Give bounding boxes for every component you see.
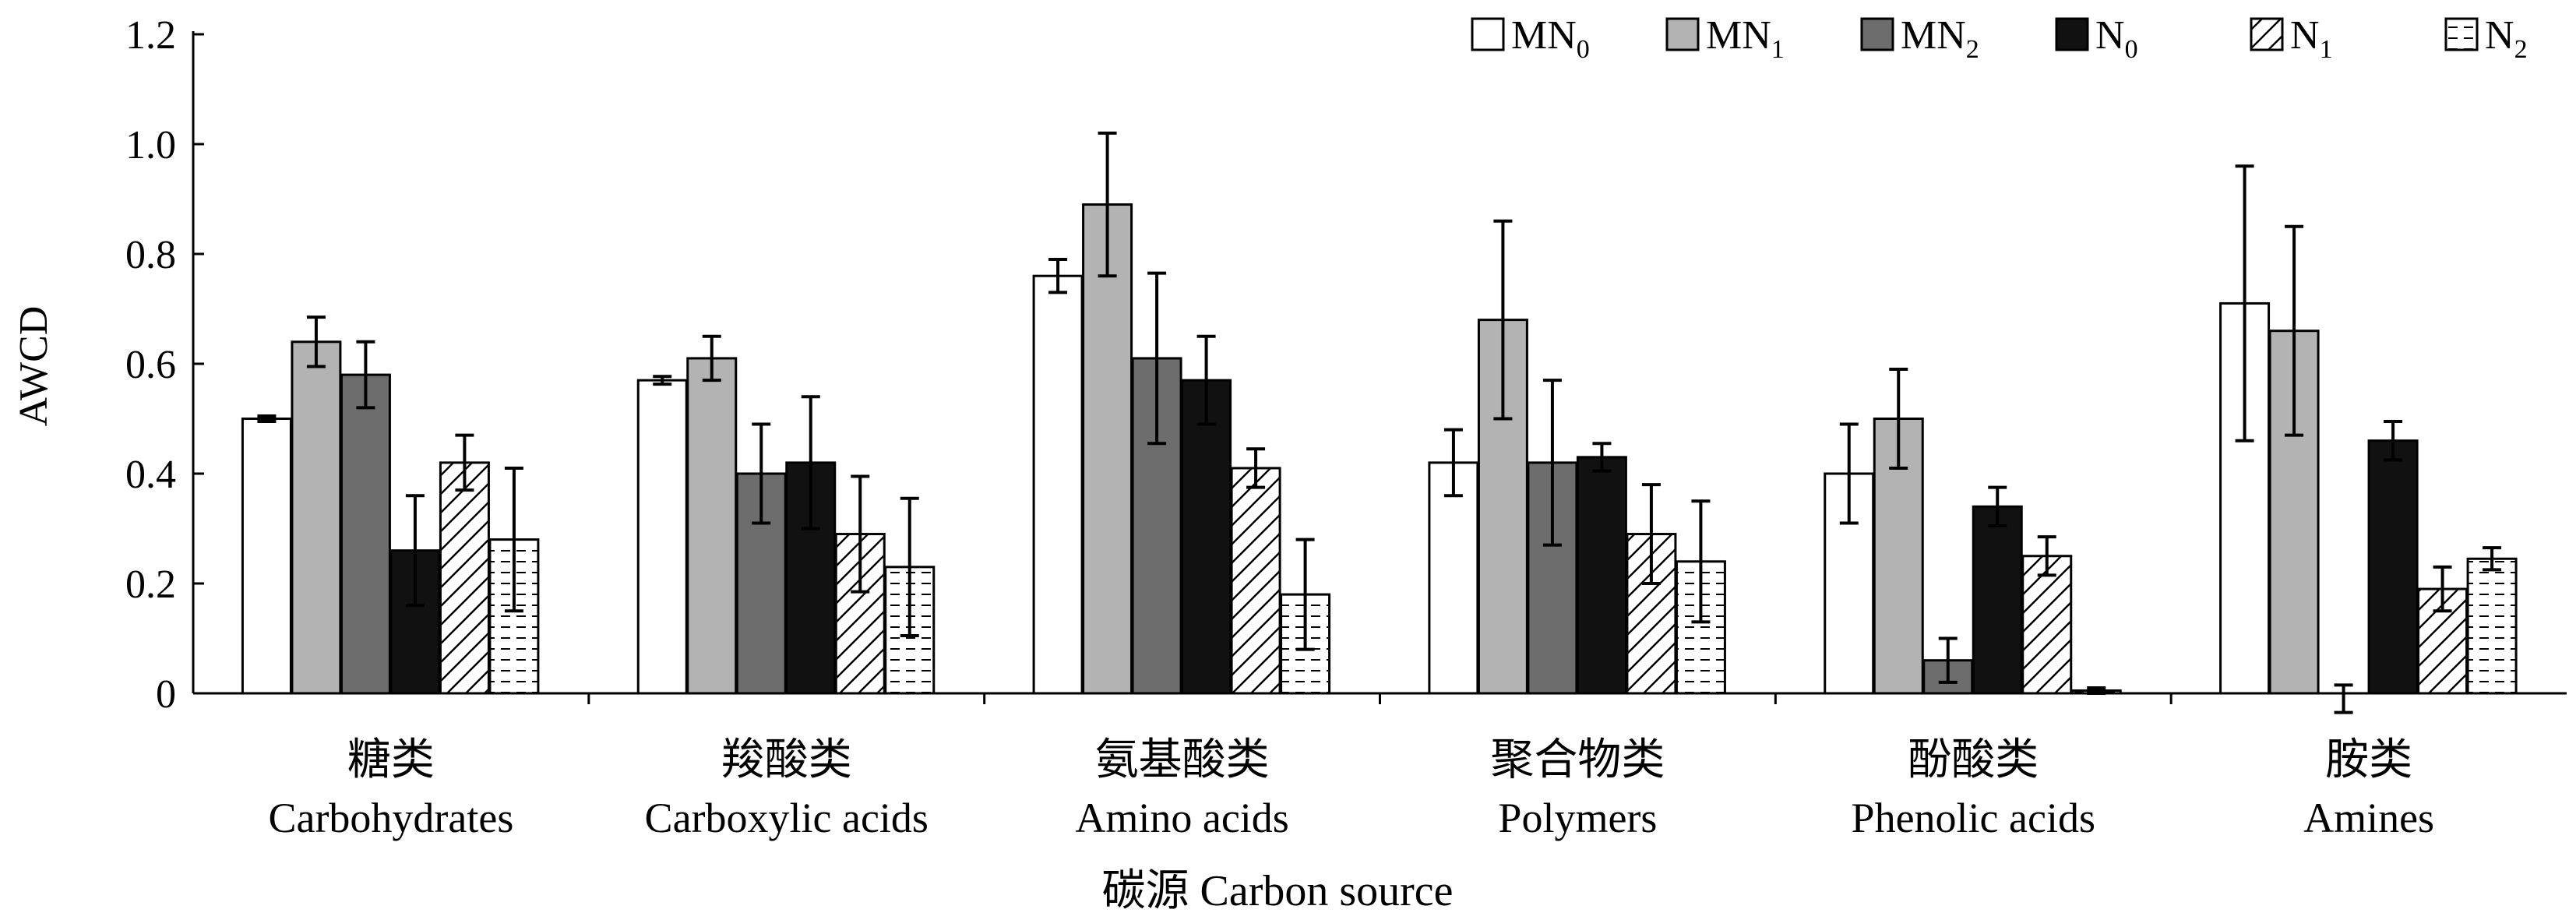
- bar: [1032, 274, 1084, 695]
- legend-label: N2: [2485, 13, 2528, 64]
- legend-swatch: [1860, 17, 1894, 51]
- bar: [2367, 439, 2419, 695]
- y-tick-label: 0.8: [125, 233, 176, 277]
- bar: [1626, 533, 1677, 695]
- category-label-en: Phenolic acids: [1852, 795, 2095, 841]
- bar: [1972, 505, 2023, 695]
- legend-swatch: [2444, 17, 2479, 51]
- y-tick-label: 0.6: [125, 343, 176, 387]
- category-label-en: Polymers: [1498, 795, 1657, 841]
- bar: [686, 357, 738, 695]
- y-tick-label: 0.2: [125, 562, 176, 607]
- y-tick-label: 1.0: [125, 123, 176, 167]
- category-label-zh: 聚合物类: [1490, 736, 1665, 784]
- category-label-zh: 羧酸类: [721, 736, 852, 784]
- x-axis-labels: 糖类 Carbohydrates 羧酸类 Carboxylic acids 氨基酸类 Am…: [268, 693, 2434, 841]
- y-tick-label: 0.4: [125, 453, 176, 497]
- bar: [2021, 555, 2073, 695]
- legend-label: N1: [2290, 13, 2333, 64]
- category-label-zh: 糖类: [347, 736, 435, 784]
- category-label-en: Amines: [2303, 795, 2434, 841]
- y-tick-label: 0: [156, 672, 176, 717]
- bar: [1428, 461, 1479, 695]
- category-label-en: Carboxylic acids: [645, 795, 929, 841]
- legend-label: MN0: [1511, 13, 1590, 64]
- legend-swatch: [2055, 17, 2089, 51]
- bar: [340, 373, 391, 695]
- category-label-zh: 酚酸类: [1908, 736, 2039, 784]
- category-label-zh: 胺类: [2325, 736, 2412, 784]
- category-label-zh: 氨基酸类: [1095, 736, 1270, 784]
- legend-swatch: [2250, 17, 2284, 51]
- bar: [1230, 467, 1281, 695]
- legend-label: MN1: [1706, 13, 1785, 64]
- y-axis-label: AWCD: [12, 306, 56, 427]
- bar: [1576, 456, 1627, 695]
- axes: [192, 31, 2567, 695]
- bar: [636, 379, 688, 695]
- bar: [1082, 203, 1133, 695]
- y-axis-ticks: 0 0.2 0.4 0.6 0.8 1.0 1.2: [125, 13, 204, 717]
- bar: [241, 418, 292, 695]
- bar: [291, 340, 342, 695]
- bar: [439, 461, 490, 695]
- bars: [241, 131, 2518, 714]
- legend-label: N0: [2095, 13, 2138, 64]
- bar: [1181, 379, 1232, 695]
- x-axis-title: 碳源 Carbon source: [1101, 867, 1453, 915]
- bar: [2466, 557, 2518, 695]
- y-tick-label: 1.2: [125, 13, 176, 58]
- category-label-en: Carbohydrates: [268, 795, 513, 841]
- category-label-en: Amino acids: [1075, 795, 1288, 841]
- legend-swatch: [1665, 17, 1700, 51]
- legend-label: MN2: [1901, 13, 1979, 64]
- legend-swatch: [1471, 17, 1505, 51]
- legend: MN0 MN1 MN2 N0 N1 N2: [1471, 13, 2528, 64]
